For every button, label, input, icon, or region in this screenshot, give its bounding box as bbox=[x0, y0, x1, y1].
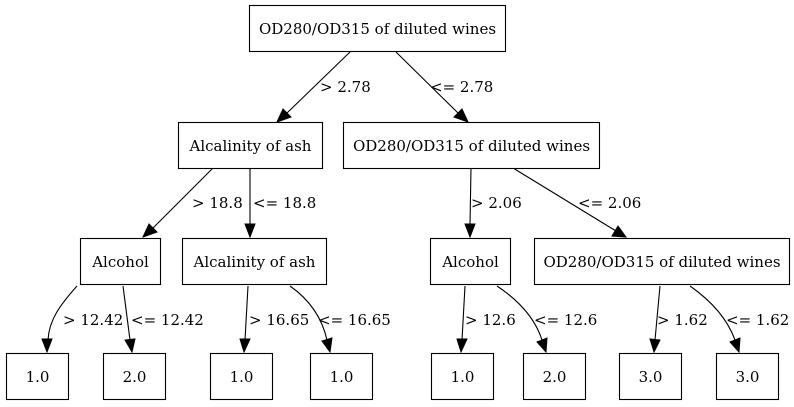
edge-label-l1left-right: <= 18.8 bbox=[253, 194, 316, 212]
edge-label-a-left: > 12.42 bbox=[63, 311, 123, 329]
edge-l1right-right bbox=[512, 167, 628, 238]
edge-label-d-right: <= 1.62 bbox=[726, 311, 789, 329]
edge-b-left bbox=[239, 285, 251, 354]
edge-l1left-right bbox=[244, 168, 256, 239]
edge-root-right bbox=[395, 51, 469, 123]
edge-label-l1right-left: > 2.06 bbox=[471, 194, 522, 212]
node-leaf-2: 2.0 bbox=[102, 352, 167, 401]
edge-label-b-right: <= 16.65 bbox=[318, 311, 391, 329]
edge-a-left bbox=[41, 285, 78, 354]
edge-l1left-left bbox=[142, 167, 214, 238]
edge-label-root-right: <= 2.78 bbox=[430, 78, 493, 96]
edge-label-d-left: > 1.62 bbox=[657, 311, 708, 329]
edge-a-right bbox=[122, 285, 136, 354]
node-l2-c: Alcohol bbox=[429, 237, 512, 286]
node-leaf-7: 3.0 bbox=[618, 352, 683, 401]
node-leaf-3: 1.0 bbox=[209, 352, 274, 401]
node-leaf-4-label: 1.0 bbox=[330, 368, 354, 386]
node-leaf-7-label: 3.0 bbox=[639, 368, 663, 386]
edge-c-left bbox=[456, 285, 468, 354]
node-leaf-2-label: 2.0 bbox=[123, 368, 147, 386]
node-l2-a-label: Alcohol bbox=[91, 253, 149, 271]
node-leaf-8-label: 3.0 bbox=[736, 368, 760, 386]
edge-label-c-left: > 12.6 bbox=[465, 311, 516, 329]
edge-d-left bbox=[649, 285, 661, 354]
node-leaf-4: 1.0 bbox=[309, 352, 374, 401]
edge-label-l1right-right: <= 2.06 bbox=[578, 194, 641, 212]
node-l1-right-label: OD280/OD315 of diluted wines bbox=[353, 137, 590, 155]
node-l1-right: OD280/OD315 of diluted wines bbox=[342, 121, 601, 170]
edge-root-left bbox=[276, 51, 351, 123]
edge-c-right bbox=[496, 285, 548, 354]
node-leaf-8: 3.0 bbox=[715, 352, 780, 401]
node-leaf-1: 1.0 bbox=[5, 352, 70, 401]
node-leaf-1-label: 1.0 bbox=[26, 368, 50, 386]
edge-l1right-left bbox=[464, 167, 476, 239]
node-l1-left-label: Alcalinity of ash bbox=[189, 137, 312, 155]
node-l2-d-label: OD280/OD315 of diluted wines bbox=[543, 253, 780, 271]
node-root: OD280/OD315 of diluted wines bbox=[248, 4, 507, 53]
edge-d-right bbox=[689, 285, 741, 354]
node-l2-b-label: Alcalinity of ash bbox=[193, 253, 316, 271]
node-leaf-5: 1.0 bbox=[430, 352, 495, 401]
edge-label-a-right: <= 12.42 bbox=[131, 311, 204, 329]
edge-label-b-left: > 16.65 bbox=[249, 311, 309, 329]
edge-b-right bbox=[289, 285, 333, 354]
node-l2-d: OD280/OD315 of diluted wines bbox=[533, 237, 791, 286]
node-leaf-6-label: 2.0 bbox=[543, 368, 567, 386]
node-leaf-6: 2.0 bbox=[522, 352, 587, 401]
node-leaf-3-label: 1.0 bbox=[230, 368, 254, 386]
node-l2-c-label: Alcohol bbox=[441, 253, 499, 271]
node-l2-a: Alcohol bbox=[79, 237, 162, 286]
node-root-label: OD280/OD315 of diluted wines bbox=[259, 20, 496, 38]
node-leaf-5-label: 1.0 bbox=[451, 368, 475, 386]
node-l1-left: Alcalinity of ash bbox=[177, 121, 324, 170]
edge-label-c-right: <= 12.6 bbox=[534, 311, 597, 329]
edge-label-l1left-left: > 18.8 bbox=[192, 194, 243, 212]
node-l2-b: Alcalinity of ash bbox=[181, 237, 328, 286]
edge-label-root-left: > 2.78 bbox=[320, 78, 371, 96]
